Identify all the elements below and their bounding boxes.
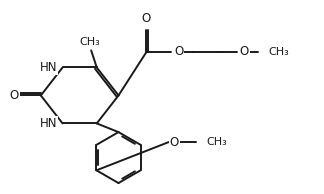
Text: O: O bbox=[170, 136, 179, 149]
Text: CH₃: CH₃ bbox=[79, 37, 100, 47]
Text: O: O bbox=[10, 89, 19, 102]
Text: CH₃: CH₃ bbox=[268, 47, 289, 57]
Text: HN: HN bbox=[40, 61, 58, 74]
Text: CH₃: CH₃ bbox=[206, 137, 227, 147]
Text: O: O bbox=[240, 45, 249, 58]
Text: O: O bbox=[142, 12, 151, 25]
Text: O: O bbox=[174, 45, 184, 58]
Text: HN: HN bbox=[40, 117, 58, 130]
